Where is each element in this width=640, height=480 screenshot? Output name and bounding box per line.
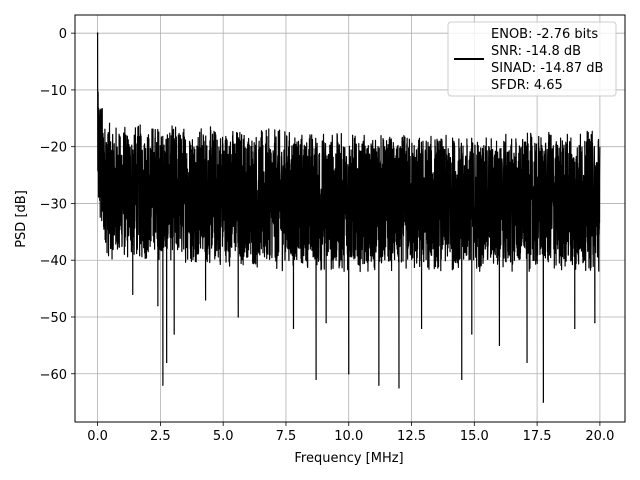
dip-point [574, 327, 576, 329]
dip-point [348, 373, 350, 375]
dip-point [157, 305, 159, 307]
dip-point [378, 384, 380, 386]
dip-point [594, 322, 596, 324]
x-tick-label: 5.0 [213, 429, 234, 444]
plot-frame [74, 14, 626, 423]
legend-sfdr: SFDR: 4.65 [491, 78, 563, 93]
x-tick-label: 7.5 [276, 429, 297, 444]
dip-point [471, 333, 473, 335]
y-tick-label: −30 [40, 197, 67, 212]
y-tick-label: −40 [40, 254, 67, 269]
y-axis-label: PSD [dB] [14, 190, 29, 248]
x-axis-label: Frequency [MHz] [294, 451, 403, 466]
x-tick-label: 17.5 [523, 429, 552, 444]
x-tick-label: 2.5 [150, 429, 171, 444]
x-tick-label: 15.0 [460, 429, 489, 444]
legend: ENOB: -2.76 bits SNR: -14.8 dB SINAD: -1… [447, 21, 617, 97]
dip-point [292, 327, 295, 329]
dip-point [498, 344, 501, 346]
dc-peak-point [96, 32, 99, 34]
dip-point [166, 361, 168, 363]
psd-line [97, 33, 601, 403]
dip-point [204, 299, 207, 301]
y-tick-label: −60 [40, 368, 67, 383]
y-tick-label: −20 [40, 141, 67, 156]
dip-point [542, 401, 544, 403]
dip-point [325, 322, 327, 324]
x-tick-label: 0.0 [87, 429, 108, 444]
y-tick-label: −10 [40, 84, 67, 99]
dip-point [237, 316, 239, 318]
dip-point [420, 327, 423, 329]
dip-point [398, 387, 400, 389]
legend-snr: SNR: -14.8 dB [491, 44, 581, 59]
x-tick-label: 20.0 [585, 429, 614, 444]
y-tick-label: 0 [59, 27, 67, 42]
legend-enob: ENOB: -2.76 bits [491, 27, 598, 42]
legend-box [447, 21, 617, 97]
dip-point [526, 361, 528, 363]
y-tick-label: −50 [40, 311, 67, 326]
dip-point [162, 384, 164, 386]
dip-point [132, 293, 134, 295]
x-tick-label: 12.5 [397, 429, 426, 444]
psd-series [96, 32, 601, 403]
dip-point [461, 378, 463, 381]
dip-point [315, 378, 317, 381]
dip-point [173, 333, 175, 335]
legend-sinad: SINAD: -14.87 dB [491, 61, 603, 76]
x-tick-label: 10.0 [334, 429, 363, 444]
axis-ticks: 0.0 2.5 5.0 7.5 10.0 12.5 15.0 17.5 20.0 0 −10 −20 −… [40, 27, 615, 444]
